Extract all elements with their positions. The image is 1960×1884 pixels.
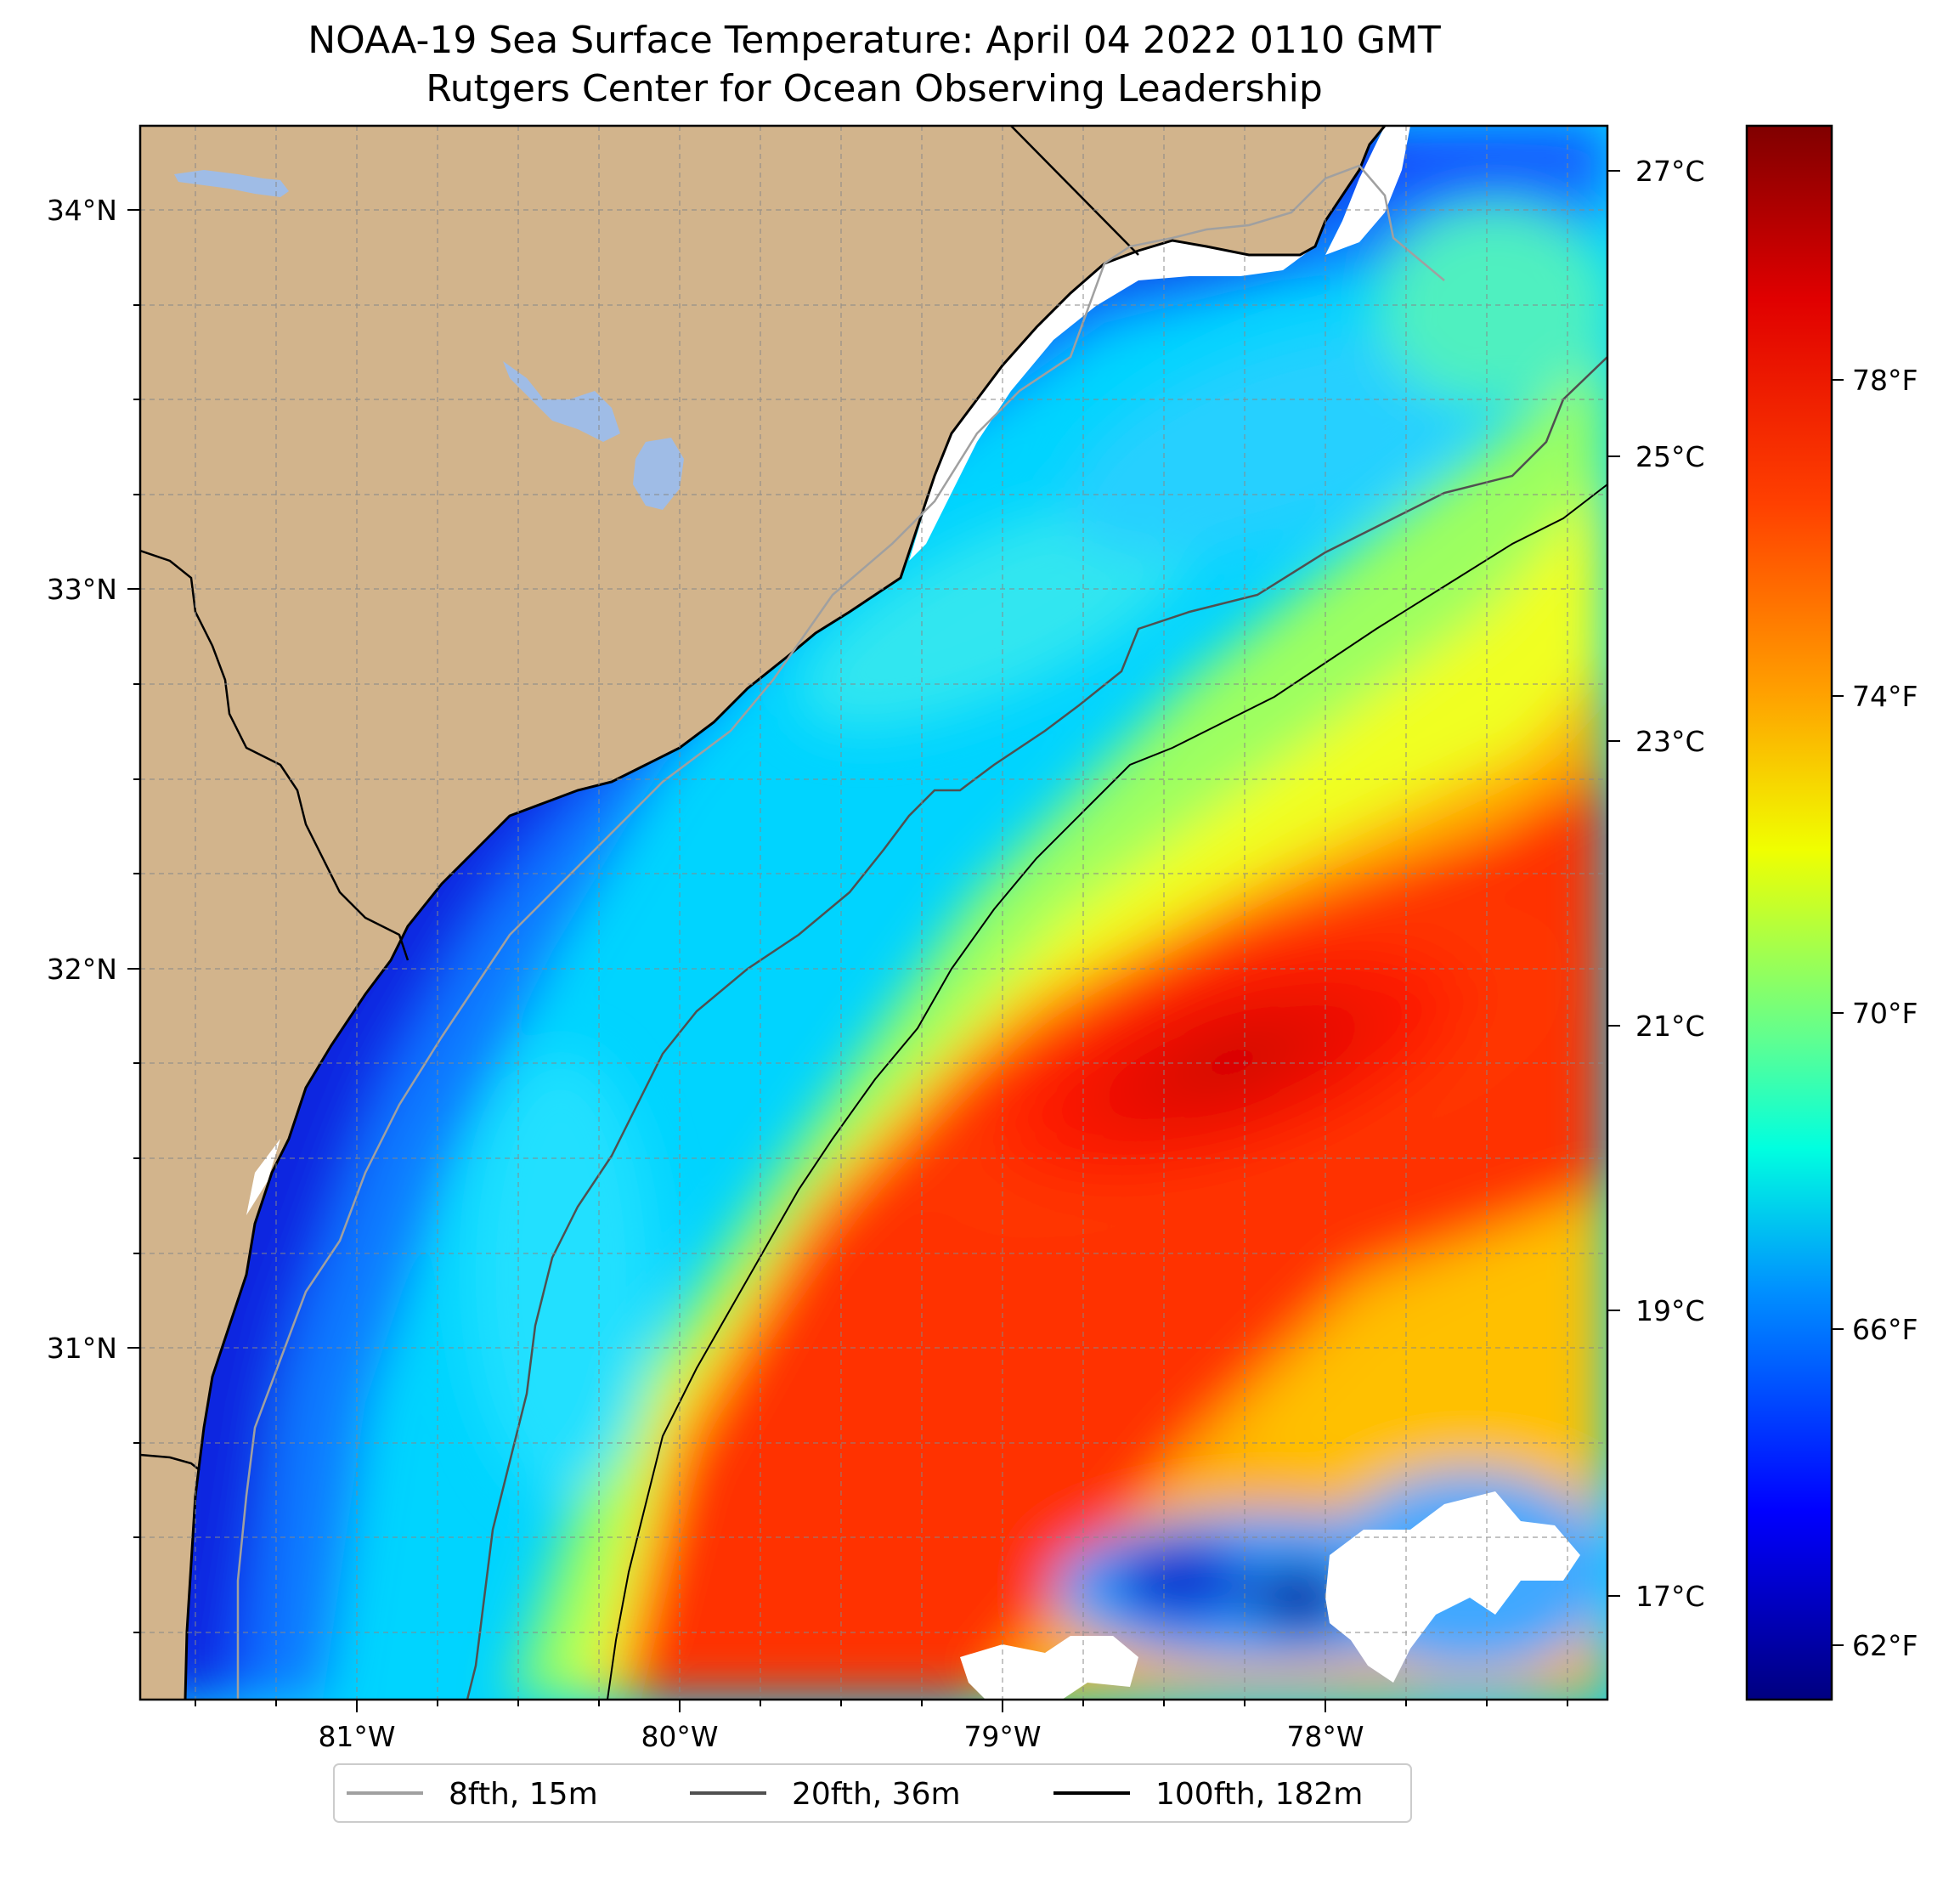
celsius-label-27: 27°C — [1635, 155, 1705, 188]
lat-label-34: 34°N — [47, 194, 117, 227]
lon-axis — [195, 1700, 1568, 1712]
isobath-legend: 8fth, 15m 20fth, 36m 100fth, 182m — [333, 1763, 1412, 1823]
land — [140, 126, 1385, 1700]
celsius-label-21: 21°C — [1635, 1010, 1705, 1043]
isobath-8fth — [236, 164, 1445, 1700]
lon-label-79: 79°W — [963, 1720, 1041, 1753]
legend-label-20fth: 20fth, 36m — [792, 1777, 961, 1812]
legend-label-100fth: 100fth, 182m — [1155, 1777, 1363, 1812]
lat-axis — [127, 209, 140, 1633]
fahrenheit-label-70: 70°F — [1852, 997, 1918, 1030]
coastline — [184, 126, 1387, 1700]
sst-map — [140, 126, 1607, 1700]
lon-label-80: 80°W — [641, 1720, 718, 1753]
lat-label-33: 33°N — [47, 573, 117, 606]
legend-label-8fth: 8fth, 15m — [449, 1777, 598, 1812]
state-border-sc-ga — [140, 549, 410, 961]
isobath-100fth — [607, 484, 1607, 1700]
celsius-label-17: 17°C — [1635, 1580, 1705, 1613]
celsius-label-19: 19°C — [1635, 1294, 1705, 1327]
fahrenheit-label-74: 74°F — [1852, 680, 1918, 713]
map-frame — [138, 124, 1609, 1701]
celsius-axis — [1607, 170, 1620, 1597]
gridlines — [140, 126, 1607, 1700]
fahrenheit-label-66: 66°F — [1852, 1313, 1918, 1346]
title-line-1: NOAA-19 Sea Surface Temperature: April 0… — [308, 19, 1441, 62]
fahrenheit-axis — [1832, 379, 1844, 1646]
title-line-2: Rutgers Center for Ocean Observing Leade… — [426, 67, 1323, 110]
no-data-patches — [960, 1491, 1580, 1700]
isobath-20fth — [466, 356, 1607, 1700]
lon-label-78: 78°W — [1286, 1720, 1364, 1753]
celsius-label-25: 25°C — [1635, 440, 1705, 473]
lake-north — [174, 170, 289, 197]
colorbar — [1745, 124, 1833, 1701]
lat-label-31: 31°N — [47, 1332, 117, 1365]
coastal-no-data — [909, 240, 1315, 561]
lake-moultrie — [633, 438, 684, 510]
fahrenheit-label-62: 62°F — [1852, 1629, 1918, 1662]
lon-label-81: 81°W — [318, 1720, 395, 1753]
fahrenheit-label-78: 78°F — [1852, 364, 1918, 397]
lat-label-32: 32°N — [47, 953, 117, 986]
state-border-nc-sc — [1010, 126, 1139, 256]
lake-marion — [503, 361, 620, 442]
celsius-label-23: 23°C — [1635, 725, 1705, 758]
